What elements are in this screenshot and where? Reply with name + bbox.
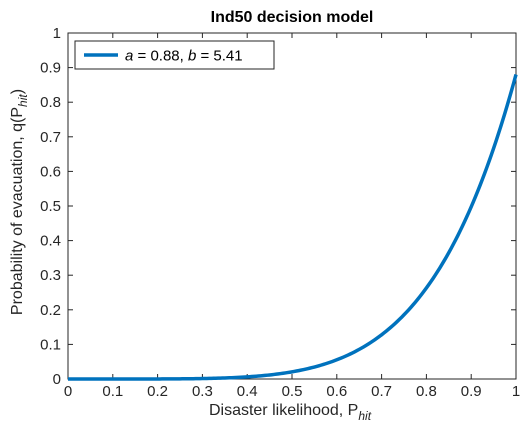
y-tick-label: 0.2 [40,302,61,319]
legend: a = 0.88, b = 5.41 [74,40,275,70]
y-tick-label: 0.9 [40,60,61,77]
x-tick-label: 0.3 [192,383,213,400]
x-tick-label: 0.9 [461,383,482,400]
x-tick-label: 0.2 [147,383,168,400]
y-tick-label: 0.7 [40,129,61,146]
axes [67,32,517,380]
series-line [68,74,518,381]
x-tick-label: 0.6 [326,383,347,400]
y-tick-label: 0.4 [40,233,61,250]
x-tick-label: 0.1 [102,383,123,400]
x-ticks: 0 0.1 0.2 0.3 0.4 0.5 0.6 0.7 0.8 0.9 1 [64,33,520,400]
y-tick-label: 0.1 [40,336,61,353]
plot-box [67,32,517,380]
y-tick-label: 1 [53,25,61,42]
y-tick-label: 0.6 [40,163,61,180]
legend-label: a = 0.88, b = 5.41 [125,48,243,65]
y-ticks: 0 0.1 0.2 0.3 0.4 0.5 0.6 0.7 0.8 0.9 1 [40,25,516,388]
x-tick-label: 0.5 [282,383,303,400]
y-tick-label: 0.3 [40,267,61,284]
chart-title: Ind50 decision model [211,9,374,26]
y-tick-label: 0.5 [40,198,61,215]
y-tick-label: 0.8 [40,94,61,111]
x-tick-label: 0.4 [237,383,258,400]
x-tick-label: 1 [512,383,520,400]
x-tick-label: 0.7 [371,383,392,400]
y-tick-label: 0 [53,371,61,388]
x-tick-label: 0 [64,383,72,400]
x-axis-title: Disaster likelihood, Phit [209,402,372,423]
x-tick-label: 0.8 [416,383,437,400]
y-axis-title: Probability of evacuation, q(Phit) [9,89,30,315]
